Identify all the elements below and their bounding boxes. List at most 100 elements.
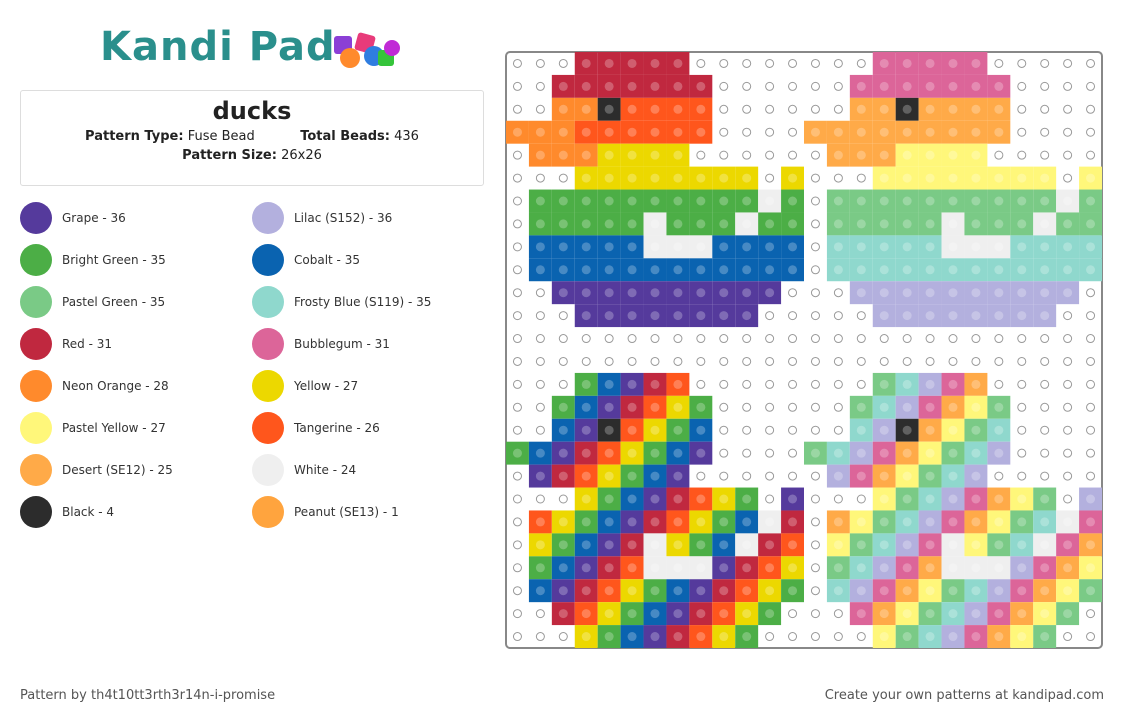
bead [689, 441, 713, 465]
bead-hole [558, 196, 568, 206]
bead-hole [627, 540, 637, 550]
bead [528, 556, 552, 580]
bead [918, 510, 942, 534]
bead-hole [650, 494, 660, 504]
bead-hole [788, 517, 798, 527]
bead [918, 441, 942, 465]
bead-hole [627, 517, 637, 527]
bead-hole [535, 242, 545, 252]
bead-hole [673, 242, 683, 252]
bead-hole [971, 425, 981, 435]
bead-hole [948, 632, 958, 642]
bead [781, 487, 804, 511]
bead [758, 602, 782, 626]
peg [512, 173, 522, 183]
bead-hole [673, 494, 683, 504]
bead-hole [925, 471, 935, 481]
peg [902, 334, 912, 344]
bead-hole [604, 563, 614, 573]
bead [1056, 556, 1080, 580]
bead-hole [948, 609, 958, 619]
bead [1056, 281, 1080, 305]
bead [666, 97, 690, 121]
peg [994, 356, 1004, 366]
bead [849, 602, 873, 626]
peg [788, 81, 798, 91]
bead-hole [833, 265, 843, 275]
bead-hole [1086, 196, 1096, 206]
bead [895, 625, 919, 648]
bead-hole [1017, 265, 1027, 275]
bead-hole [856, 425, 866, 435]
bead-hole [742, 632, 752, 642]
bead-hole [604, 127, 614, 137]
bead-hole [994, 196, 1004, 206]
bead-hole [948, 104, 958, 114]
bead [643, 166, 667, 190]
bead [574, 235, 598, 259]
peg [535, 311, 545, 321]
peg [994, 379, 1004, 389]
bead [872, 510, 896, 534]
bead [689, 304, 713, 328]
peg [719, 425, 729, 435]
bead-hole [627, 81, 637, 91]
bead [735, 235, 759, 259]
bead-board [505, 51, 1103, 649]
peg [856, 334, 866, 344]
peg [788, 471, 798, 481]
bead [666, 166, 690, 190]
bead-hole [696, 242, 706, 252]
bead [941, 510, 965, 534]
bead [872, 189, 896, 213]
bead-hole [650, 540, 660, 550]
bead [872, 487, 896, 511]
bead-hole [627, 586, 637, 596]
bead-hole [971, 196, 981, 206]
bead-hole [581, 127, 591, 137]
bead-hole [925, 494, 935, 504]
peg [535, 288, 545, 298]
bead [826, 143, 850, 167]
bead-hole [604, 540, 614, 550]
bead [941, 372, 965, 396]
bead-hole [948, 517, 958, 527]
bead [987, 235, 1011, 259]
bead [735, 189, 759, 213]
bead-hole [994, 242, 1004, 252]
peg [810, 311, 820, 321]
bead-hole [1086, 219, 1096, 229]
bead-hole [558, 104, 568, 114]
bead [1079, 166, 1102, 190]
bead [506, 120, 529, 144]
peg [512, 517, 522, 527]
bead [574, 120, 598, 144]
bead-hole [581, 471, 591, 481]
bead [1010, 487, 1034, 511]
bead [918, 235, 942, 259]
peg [788, 425, 798, 435]
credit[interactable]: Pattern by th4t10tt3rth3r14n-i-promise [20, 688, 276, 703]
peg [1063, 632, 1073, 642]
pattern-title: ducks [212, 97, 292, 125]
bead-hole [879, 265, 889, 275]
peg [719, 448, 729, 458]
bead-hole [948, 196, 958, 206]
bead [597, 235, 621, 259]
bead [712, 304, 736, 328]
cta-link[interactable]: Create your own patterns at kandipad.com [824, 688, 1104, 703]
color-label: Pastel Green - 35 [62, 295, 166, 309]
bead-hole [994, 586, 1004, 596]
bead [872, 258, 896, 282]
peg [742, 150, 752, 160]
logo[interactable]: Kandi Pad [100, 24, 336, 70]
bead-hole [1040, 609, 1050, 619]
bead-hole [994, 104, 1004, 114]
bead [574, 464, 598, 488]
bead-hole [994, 517, 1004, 527]
bead-hole [765, 219, 775, 229]
bead-hole [673, 517, 683, 527]
bead-hole [788, 242, 798, 252]
peg [1040, 425, 1050, 435]
color-swatch [252, 328, 284, 360]
